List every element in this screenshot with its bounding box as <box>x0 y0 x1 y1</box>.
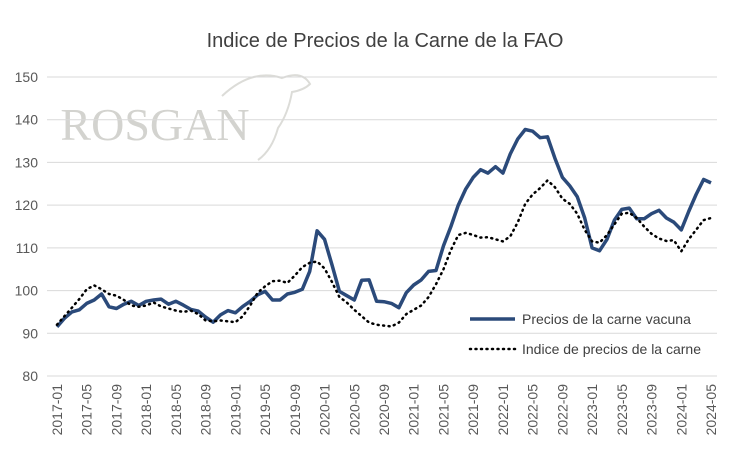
x-tick-label: 2022-05 <box>525 384 541 436</box>
x-tick-label: 2019-05 <box>257 384 273 436</box>
x-tick-label: 2018-01 <box>138 384 154 436</box>
series-line <box>55 179 713 328</box>
watermark: ROSGAN <box>60 99 249 150</box>
x-tick-label: 2021-09 <box>465 384 481 436</box>
x-tick-label: 2021-01 <box>406 384 422 436</box>
y-tick-label: 100 <box>15 283 39 299</box>
x-tick-label: 2023-05 <box>614 384 630 436</box>
y-tick-label: 90 <box>22 325 38 341</box>
x-tick-label: 2017-05 <box>79 384 95 436</box>
watermark-logo <box>221 74 312 161</box>
y-tick-label: 140 <box>15 112 39 128</box>
x-tick-label: 2021-05 <box>435 384 451 436</box>
legend-label: Indice de precios de la carne <box>522 341 701 357</box>
y-tick-label: 150 <box>15 69 39 85</box>
x-tick-label: 2017-01 <box>49 384 65 436</box>
y-tick-label: 80 <box>22 368 38 384</box>
y-tick-label: 110 <box>16 240 39 256</box>
x-tick-label: 2020-05 <box>346 384 362 436</box>
x-tick-label: 2018-09 <box>198 384 214 436</box>
x-tick-label: 2023-09 <box>644 384 660 436</box>
x-tick-label: 2024-05 <box>703 384 719 436</box>
series-line <box>55 127 712 329</box>
y-tick-label: 120 <box>15 197 39 213</box>
legend-label: Precios de la carne vacuna <box>522 311 691 327</box>
x-tick-label: 2019-09 <box>287 384 303 436</box>
x-tick-label: 2020-01 <box>317 384 333 436</box>
chart-title: Indice de Precios de la Carne de la FAO <box>207 30 564 52</box>
x-tick-label: 2019-01 <box>227 384 243 436</box>
x-tick-label: 2020-09 <box>376 384 392 436</box>
x-tick-label: 2017-09 <box>108 384 124 436</box>
y-tick-label: 130 <box>15 154 39 170</box>
x-tick-label: 2023-01 <box>584 384 600 436</box>
x-tick-label: 2022-01 <box>495 384 511 436</box>
x-tick-label: 2018-05 <box>168 384 184 436</box>
x-tick-label: 2022-09 <box>554 384 570 436</box>
x-tick-label: 2024-01 <box>673 384 689 436</box>
